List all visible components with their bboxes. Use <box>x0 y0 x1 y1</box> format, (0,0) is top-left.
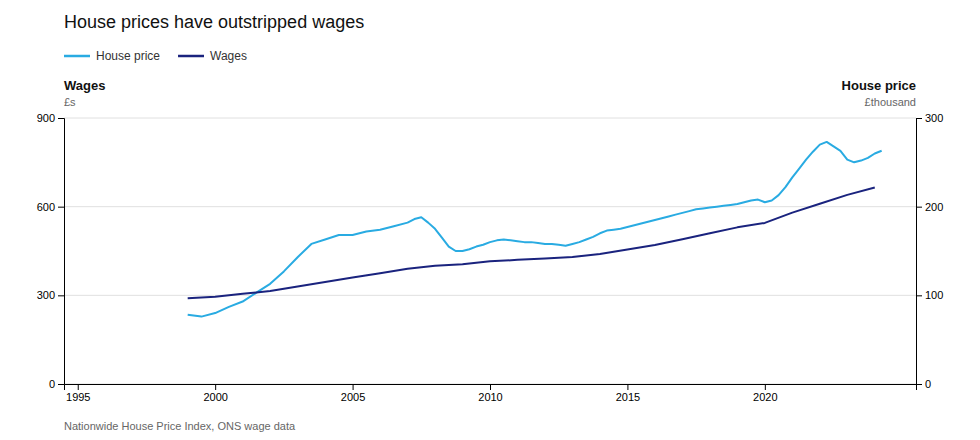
x-tick-mark <box>490 384 491 390</box>
y-tick-label: 300 <box>37 289 55 301</box>
x-tick-mark <box>765 384 766 390</box>
y2-tick-label: 0 <box>925 378 931 390</box>
grid-line <box>64 295 916 296</box>
x-tick-mark <box>215 384 216 390</box>
y-axis-title: Wages <box>64 78 105 93</box>
x-axis-line <box>65 385 917 391</box>
y2-tick-label: 100 <box>925 289 943 301</box>
plot-area <box>188 142 882 317</box>
source-note: Nationwide House Price Index, ONS wage d… <box>64 420 296 432</box>
y-axis-line <box>58 119 65 385</box>
x-tick-mark <box>627 384 628 390</box>
legend: House price Wages <box>64 49 247 63</box>
x-tick: 2015 <box>616 384 640 403</box>
y2-tick: 200 <box>916 201 943 213</box>
x-tick-label: 2005 <box>341 391 365 403</box>
x-tick: 2000 <box>203 384 227 403</box>
x-tick: 2020 <box>753 384 777 403</box>
y-tick-label: 600 <box>37 201 55 213</box>
legend-item: House price <box>64 49 160 63</box>
legend-label: Wages <box>210 49 247 63</box>
y-axis-unit: £s <box>64 96 76 108</box>
y2-tick-mark <box>916 295 922 296</box>
y-tick: 600 <box>37 201 64 213</box>
y2-tick: 300 <box>916 112 943 124</box>
y2-axis-unit: £thousand <box>865 96 916 108</box>
y-tick: 300 <box>37 289 64 301</box>
y-tick-mark <box>58 295 64 296</box>
y2-tick-mark <box>916 118 922 119</box>
x-tick: 1995 <box>66 384 90 403</box>
x-tick-label: 2010 <box>478 391 502 403</box>
grid-line <box>64 118 916 119</box>
x-tick-label: 1995 <box>66 391 90 403</box>
y-tick-label: 900 <box>37 112 55 124</box>
series-line <box>188 142 882 317</box>
y-tick-label: 0 <box>49 378 55 390</box>
y2-axis-title: House price <box>842 78 916 93</box>
x-tick: 2005 <box>341 384 365 403</box>
x-tick-mark <box>353 384 354 390</box>
x-tick: 2010 <box>478 384 502 403</box>
y2-axis-line <box>917 119 923 385</box>
legend-swatch <box>64 55 90 58</box>
series-line <box>188 187 875 298</box>
x-axis: 1995 2000 2005 2010 2015 2020 <box>65 384 917 403</box>
y2-tick: 100 <box>916 289 943 301</box>
legend-swatch <box>178 55 204 58</box>
y2-tick: 0 <box>916 378 931 390</box>
y-axis: 0 300 600 900 <box>37 112 65 390</box>
y-tick-mark <box>58 118 64 119</box>
legend-label: House price <box>96 49 160 63</box>
y-tick: 0 <box>49 378 64 390</box>
x-tick-label: 2020 <box>753 391 777 403</box>
chart: 1995 2000 2005 2010 2015 2020 0 300 600 900 0 100 20… <box>0 0 980 440</box>
grid <box>64 118 916 384</box>
grid-line <box>64 206 916 207</box>
y2-tick-label: 300 <box>925 112 943 124</box>
y-tick: 900 <box>37 112 64 124</box>
y2-tick-mark <box>916 207 922 208</box>
y2-tick-mark <box>916 384 922 385</box>
y-tick-mark <box>58 384 64 385</box>
legend-item: Wages <box>178 49 247 63</box>
y-tick-mark <box>58 207 64 208</box>
y2-tick-label: 200 <box>925 201 943 213</box>
title: House prices have outstripped wages <box>64 12 364 32</box>
x-tick-label: 2000 <box>203 391 227 403</box>
x-tick-label: 2015 <box>616 391 640 403</box>
x-tick-mark <box>78 384 79 390</box>
y2-axis: 0 100 200 300 <box>916 112 943 390</box>
